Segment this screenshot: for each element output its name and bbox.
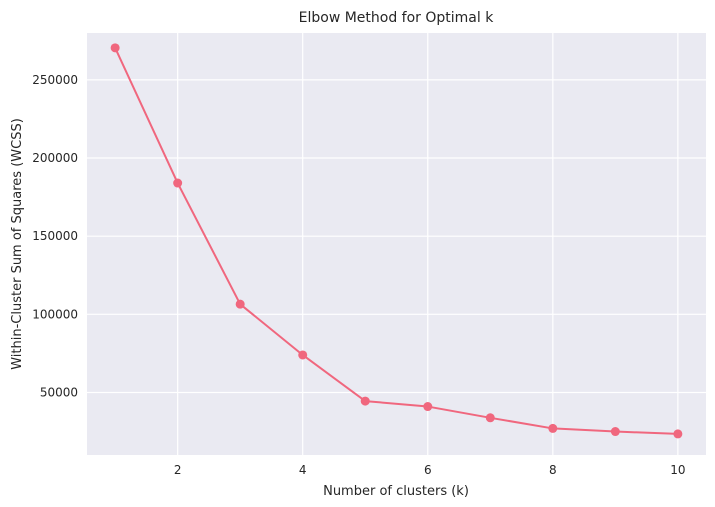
y-axis-title: Within-Cluster Sum of Squares (WCSS)	[10, 118, 25, 370]
data-point	[298, 350, 308, 360]
data-point	[110, 43, 120, 53]
y-tick-label: 200000	[32, 151, 78, 165]
data-point	[673, 429, 683, 439]
x-tick-label: 2	[174, 463, 182, 477]
data-point	[548, 423, 558, 433]
chart-title: Elbow Method for Optimal k	[299, 10, 495, 26]
data-point	[423, 402, 433, 412]
y-tick-label: 50000	[40, 385, 78, 399]
x-axis-title: Number of clusters (k)	[323, 484, 469, 499]
x-tick-labels: 2 4 6 8 10	[174, 463, 686, 477]
plot-area	[87, 33, 706, 455]
x-tick-label: 10	[670, 463, 685, 477]
data-point	[485, 413, 495, 423]
data-point	[360, 396, 370, 406]
y-tick-labels: 50000 100000 150000 200000 250000	[32, 73, 78, 400]
grid	[87, 33, 706, 455]
y-tick-label: 250000	[32, 73, 78, 87]
series-line	[114, 47, 678, 435]
data-point	[610, 427, 620, 437]
series-layer	[110, 43, 683, 439]
data-point	[173, 178, 183, 188]
data-point	[235, 299, 245, 309]
y-tick-label: 150000	[32, 229, 78, 243]
x-tick-label: 8	[549, 463, 557, 477]
y-tick-label: 100000	[32, 307, 78, 321]
x-tick-label: 4	[299, 463, 307, 477]
x-tick-label: 6	[424, 463, 432, 477]
